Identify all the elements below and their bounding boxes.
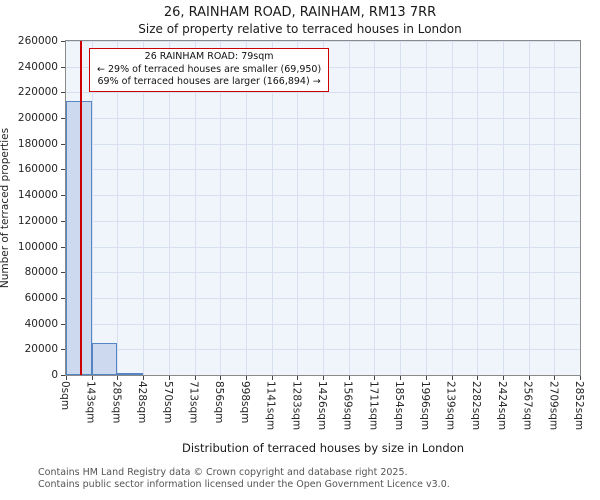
y-tick-label: 80000 — [24, 266, 58, 279]
y-tick-label: 60000 — [24, 291, 58, 304]
histogram-bar — [66, 100, 92, 375]
grid-line-vertical — [425, 41, 427, 375]
x-tick-label: 1569sqm — [341, 381, 354, 431]
x-tick-label: 1426sqm — [316, 381, 328, 431]
y-tick-label: 40000 — [24, 317, 58, 330]
chart-title: 26, RAINHAM ROAD, RAINHAM, RM13 7RR — [163, 5, 437, 20]
y-tick-label: 120000 — [17, 214, 58, 227]
x-tick-label: 1996sqm — [418, 381, 431, 431]
x-tick-label: 856sqm — [213, 381, 226, 424]
x-tick-label: 2852sqm — [573, 381, 585, 431]
x-tick-label: 570sqm — [161, 381, 174, 424]
grid-line-vertical — [194, 41, 196, 375]
x-tick-label: 2709sqm — [547, 381, 560, 431]
grid-line-vertical — [348, 41, 350, 375]
y-tick-label: 100000 — [17, 240, 58, 253]
y-tick-label: 160000 — [17, 163, 58, 176]
x-axis-label: Distribution of terraced houses by size … — [181, 441, 465, 455]
y-tick-label: 220000 — [17, 86, 58, 99]
y-tick-label: 20000 — [24, 343, 58, 356]
y-tick-label: 140000 — [17, 189, 58, 202]
x-tick-label: 285sqm — [110, 381, 123, 424]
property-marker-line — [80, 41, 83, 375]
annotation-box: 26 RAINHAM ROAD: 79sqm ← 29% of terraced… — [89, 48, 330, 92]
annotation-line-smaller: ← 29% of terraced houses are smaller (69… — [97, 63, 322, 75]
y-axis-tick-labels: 0 20000 40000 60000 80000 100000 120000 140000 1… — [0, 0, 61, 500]
grid-line-vertical — [220, 41, 222, 375]
grid-line-vertical — [451, 41, 453, 375]
grid-line-vertical — [168, 41, 170, 375]
x-tick-label: 1283sqm — [290, 381, 303, 431]
grid-line-vertical — [271, 41, 273, 375]
grid-line-vertical — [400, 41, 402, 375]
grid-line-vertical — [117, 41, 119, 375]
histogram-bar — [91, 342, 118, 375]
annotation-line-larger: 69% of terraced houses are larger (166,8… — [97, 76, 321, 87]
x-tick-label: 2282sqm — [470, 381, 483, 431]
grid-line-vertical — [528, 41, 530, 375]
footer-line-1: Contains HM Land Registry data © Crown c… — [38, 467, 408, 478]
y-tick-label: 0 — [51, 369, 58, 381]
y-tick-label: 260000 — [17, 35, 58, 47]
grid-line-vertical — [477, 41, 479, 375]
grid-line-vertical — [143, 41, 145, 375]
x-tick-label: 1711sqm — [367, 381, 380, 431]
x-tick-label: 428sqm — [136, 381, 149, 424]
grid-line-vertical — [297, 41, 299, 375]
x-tick-label: 2424sqm — [495, 381, 508, 431]
x-tick-label: 1854sqm — [393, 381, 406, 431]
grid-line-vertical — [245, 41, 247, 375]
x-tick-label: 2139sqm — [444, 381, 457, 431]
grid-line-vertical — [502, 41, 504, 375]
chart-subtitle: Size of property relative to terraced ho… — [138, 22, 462, 36]
x-tick-label: 713sqm — [187, 381, 200, 424]
grid-line-vertical — [554, 41, 556, 375]
y-tick-label: 240000 — [17, 60, 58, 73]
grid-line-vertical — [323, 41, 324, 375]
grid-line-vertical — [91, 41, 93, 375]
x-tick-label: 2567sqm — [521, 381, 534, 431]
x-tick-label: 1141sqm — [264, 381, 277, 431]
x-tick-label: 143sqm — [84, 381, 97, 424]
y-tick-label: 180000 — [17, 137, 58, 150]
histogram-bar — [117, 372, 144, 375]
footer-line-2: Contains public sector information licen… — [38, 478, 450, 490]
x-tick-label: 998sqm — [238, 381, 251, 424]
x-tick-label: 0sqm — [59, 381, 71, 411]
plot-area: 26 RAINHAM ROAD: 79sqm ← 29% of terraced… — [65, 40, 581, 376]
annotation-line-property: 26 RAINHAM ROAD: 79sqm — [144, 51, 274, 62]
grid-line-vertical — [374, 41, 376, 375]
y-tick-label: 200000 — [17, 112, 58, 125]
footer: Contains HM Land Registry data © Crown c… — [38, 467, 450, 490]
